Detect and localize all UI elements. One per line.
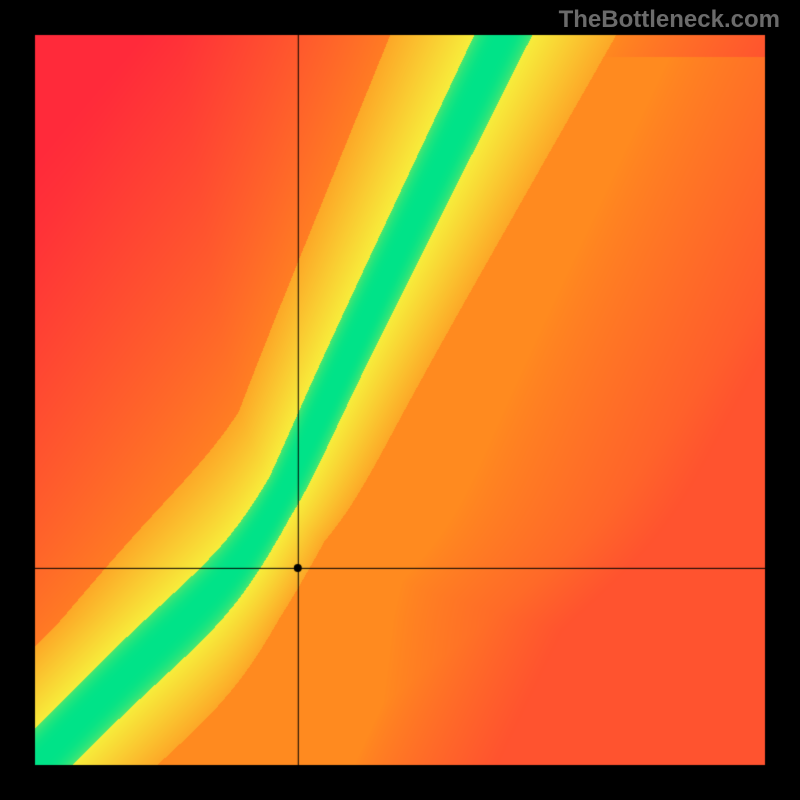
heatmap-canvas bbox=[0, 0, 800, 800]
watermark-text: TheBottleneck.com bbox=[559, 6, 780, 34]
chart-container: TheBottleneck.com bbox=[0, 0, 800, 800]
